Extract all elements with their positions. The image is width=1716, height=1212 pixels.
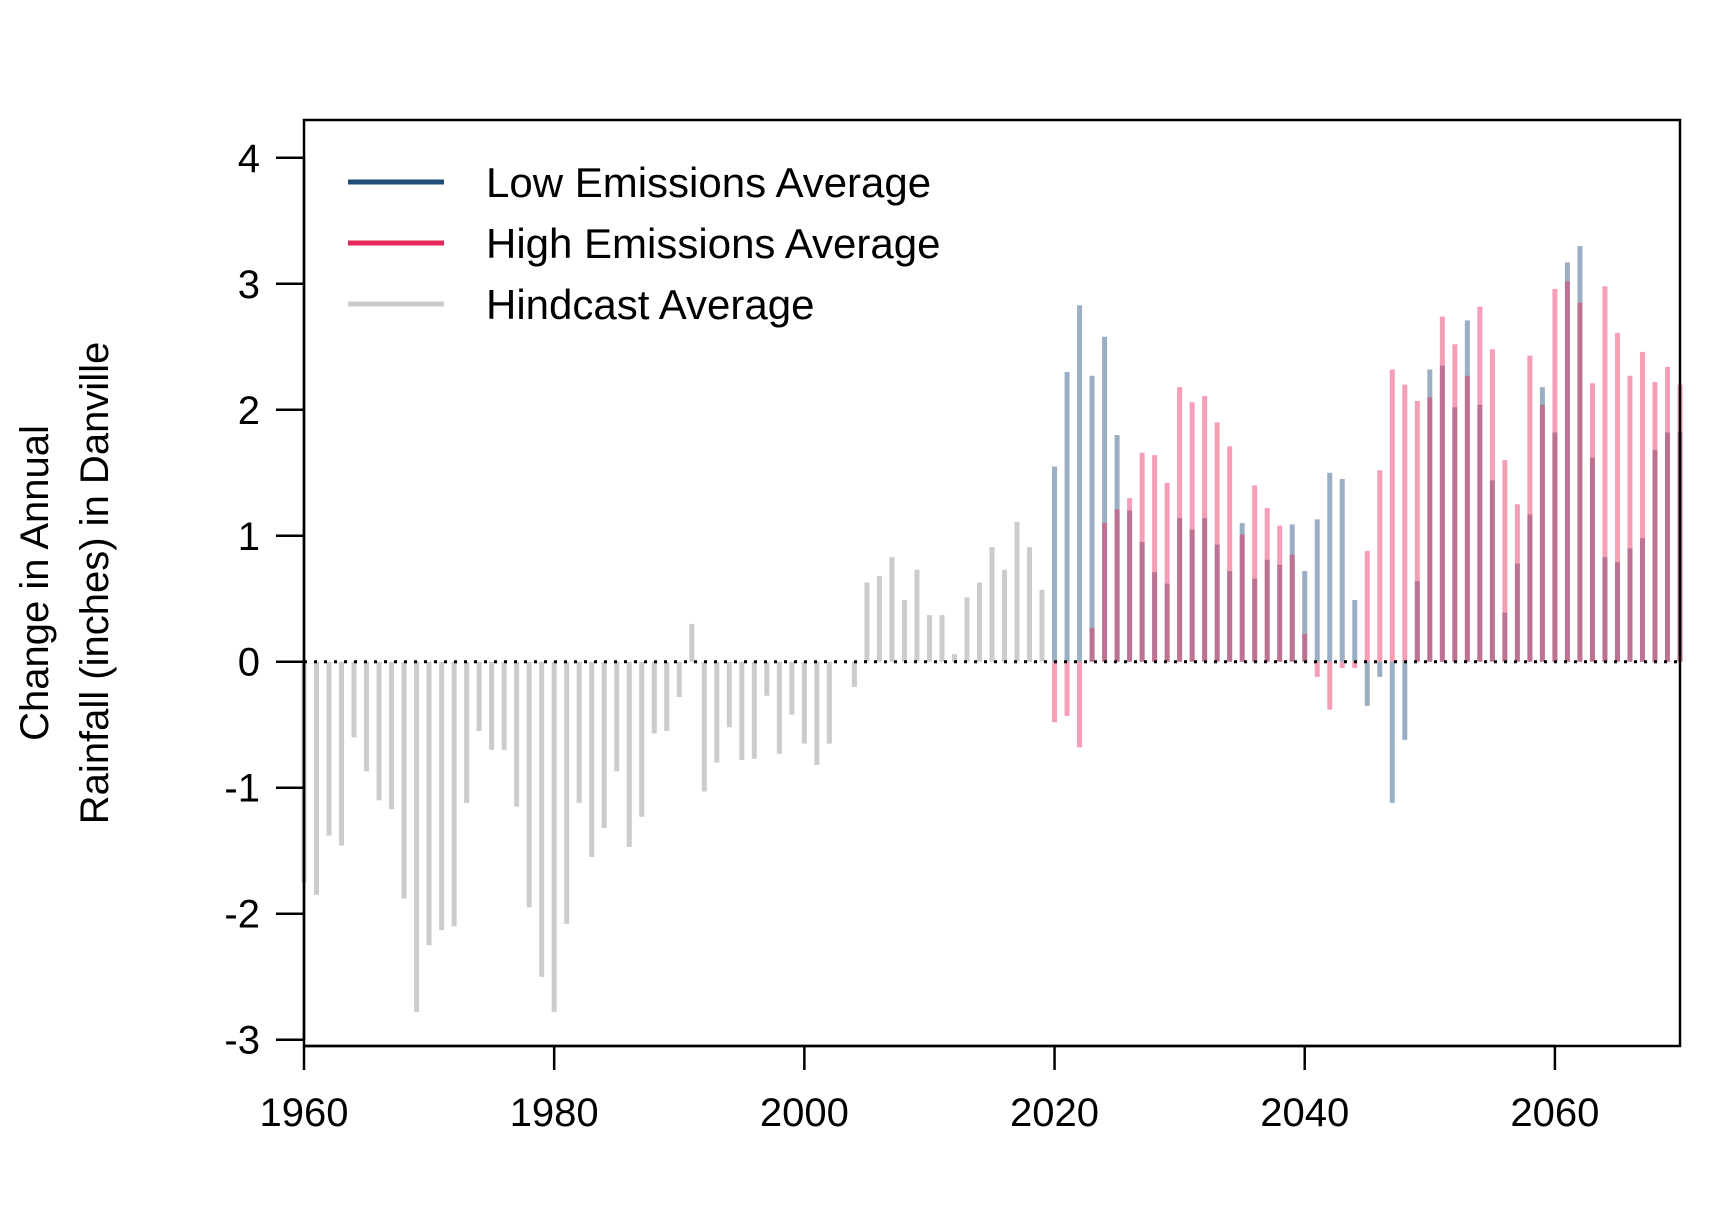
y-tick-label-3: 3 [238,263,260,307]
y-axis-title-line-2: Rainfall (inches) in Danville [73,342,117,824]
x-tick-label-1960: 1960 [260,1091,349,1135]
x-tick-label-2020: 2020 [1010,1091,1099,1135]
x-tick-label-2040: 2040 [1260,1091,1349,1135]
x-tick-label-1980: 1980 [510,1091,599,1135]
y-tick-label-0: 0 [238,641,260,685]
y-tick-label--2: -2 [224,893,260,937]
x-axis: 1960 1980 2000 2020 2040 2060 [260,1044,1599,1135]
y-tick-label-4: 4 [238,137,260,181]
x-tick-label-2000: 2000 [760,1091,849,1135]
legend: Low Emissions Average High Emissions Aver… [348,159,940,328]
y-axis-title: Change in Annual Rainfall (inches) in Dan… [13,342,117,824]
x-tick-label-2060: 2060 [1510,1091,1599,1135]
y-axis-title-line-1: Change in Annual [13,425,57,741]
bars-layer [301,245,1683,1012]
y-axis: 4 3 2 1 0 -1 -2 -3 [224,137,306,1063]
y-tick-label-1: 1 [238,515,260,559]
legend-label-hindcast: Hindcast Average [486,281,814,328]
y-tick-label--1: -1 [224,767,260,811]
y-tick-label-2: 2 [238,389,260,433]
legend-label-low-emissions: Low Emissions Average [486,159,931,206]
legend-label-high-emissions: High Emissions Average [486,220,940,267]
y-tick-label--3: -3 [224,1019,260,1063]
